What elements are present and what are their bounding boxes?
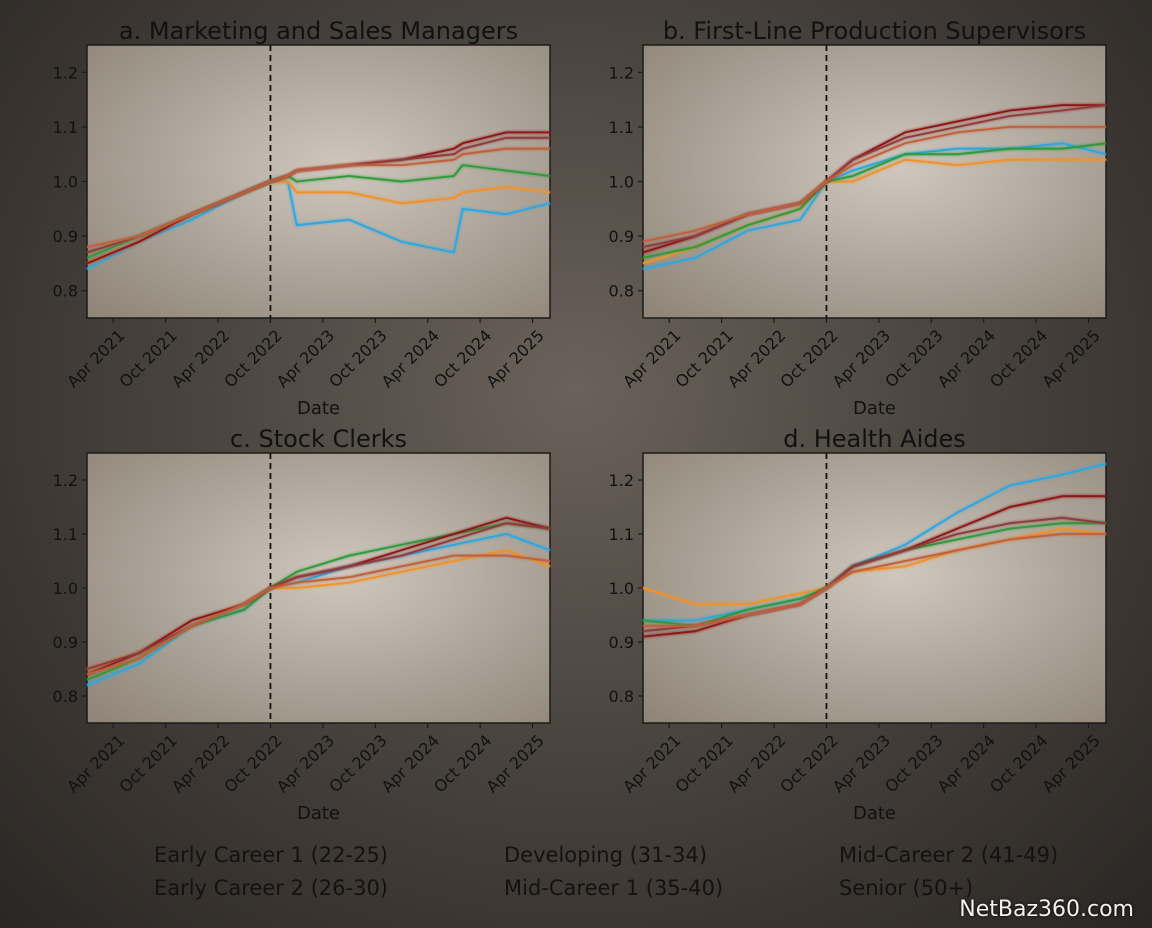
y-tick-label: 0.8 [609,282,634,301]
chart-panel-b: b. First-Line Production Supervisors 0.8 0… [609,17,1107,419]
legend-entry: Mid-Career 2 (41-49) [839,843,1058,867]
y-tick-label: 1.2 [609,63,634,82]
y-tick-label: 1.1 [53,525,78,544]
series-line [643,533,1106,627]
chart-title: d. Health Aides [783,425,966,453]
y-tick-label: 1.1 [53,118,78,137]
y-tick-label: 0.9 [609,633,634,652]
series-line [86,147,550,248]
x-tick-label: Apr 2025 [482,731,547,796]
watermark: NetBaz360.com [959,897,1134,922]
chart-title: c. Stock Clerks [230,425,407,453]
series-line [86,522,551,670]
series-line [642,104,1107,248]
plot-area [642,452,1107,724]
plot-area [642,44,1107,319]
series-line [642,126,1106,243]
y-tick-label: 1.0 [609,579,634,598]
plot-area [86,452,551,724]
y-tick-label: 0.8 [53,282,78,301]
y-tick-label: 1.1 [609,118,634,137]
series-line [642,142,1107,270]
legend-entry: Early Career 2 (26-30) [154,876,388,900]
series-line [86,554,551,676]
y-tick-label: 0.9 [53,227,78,246]
x-tick-label: Apr 2025 [1038,326,1103,391]
y-tick-label: 1.2 [53,63,78,82]
y-tick-label: 0.8 [609,687,634,706]
x-axis-label: Date [853,803,896,824]
x-axis-label: Date [297,398,340,419]
series-line [86,180,551,270]
y-tick-label: 1.0 [53,173,78,192]
y-tick-label: 1.0 [53,579,78,598]
legend-entry: Senior (50+) [839,876,973,900]
y-tick-label: 0.9 [609,227,634,246]
y-tick-label: 0.9 [53,633,78,652]
legend-entry: Mid-Career 1 (35-40) [504,876,723,900]
y-tick-label: 1.2 [53,471,78,490]
legend-entry: Developing (31-34) [504,843,707,867]
y-tick-label: 1.0 [609,173,634,192]
x-tick-label: Apr 2025 [1038,731,1103,796]
series-line [642,142,1107,259]
legend-entry: Early Career 1 (22-25) [154,843,388,867]
y-tick-label: 0.8 [53,687,78,706]
plot-area [86,44,551,319]
x-tick-label: Apr 2025 [482,326,547,391]
x-axis-label: Date [297,803,340,824]
y-tick-label: 1.2 [609,471,634,490]
chart-title: b. First-Line Production Supervisors [663,17,1086,45]
y-tick-label: 1.1 [609,525,634,544]
x-axis-label: Date [853,398,896,419]
chart-title: a. Marketing and Sales Managers [119,17,518,45]
legend: Early Career 1 (22-25) Early Career 2 (26… [90,843,1058,900]
chart-panel-a: a. Marketing and Sales Managers 0.8 0.9 1.0… [53,17,551,419]
